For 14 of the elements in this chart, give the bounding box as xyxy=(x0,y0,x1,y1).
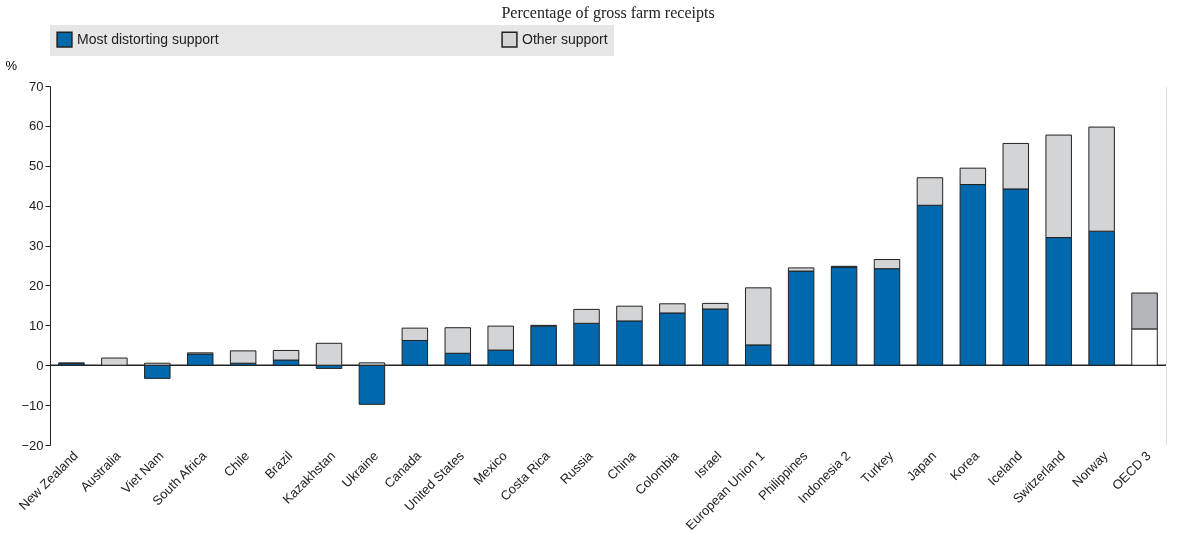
y-tick-label: −10 xyxy=(21,397,44,413)
legend-label: Other support xyxy=(522,30,608,47)
y-tick-label: 40 xyxy=(29,198,44,214)
y-tick-label: 70 xyxy=(29,78,44,94)
y-tick-label: 0 xyxy=(36,357,44,373)
chart-title: Percentage of gross farm receipts xyxy=(501,4,715,22)
y-tick-label: 10 xyxy=(29,317,44,333)
y-tick-label: −20 xyxy=(21,437,44,453)
y-axis-title: % xyxy=(5,57,18,73)
y-tick-label: 30 xyxy=(29,238,44,254)
y-tick-label: 50 xyxy=(29,158,44,174)
legend-label: Most distorting support xyxy=(77,30,219,47)
y-tick-label: 60 xyxy=(29,118,44,134)
y-tick-label: 20 xyxy=(29,277,44,293)
